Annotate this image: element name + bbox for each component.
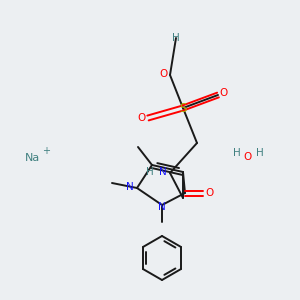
Text: Na: Na	[26, 153, 40, 163]
Text: S: S	[179, 101, 187, 115]
Text: N: N	[158, 202, 166, 212]
Text: O: O	[206, 188, 214, 198]
Text: O: O	[220, 88, 228, 98]
Text: O: O	[137, 113, 145, 123]
Text: O: O	[244, 152, 252, 162]
Text: +: +	[42, 146, 50, 156]
Text: N: N	[159, 167, 167, 177]
Text: H: H	[146, 167, 154, 177]
Text: H: H	[233, 148, 241, 158]
Text: O: O	[159, 69, 167, 79]
Text: H: H	[172, 33, 180, 43]
Text: H: H	[256, 148, 264, 158]
Text: N: N	[126, 182, 134, 192]
